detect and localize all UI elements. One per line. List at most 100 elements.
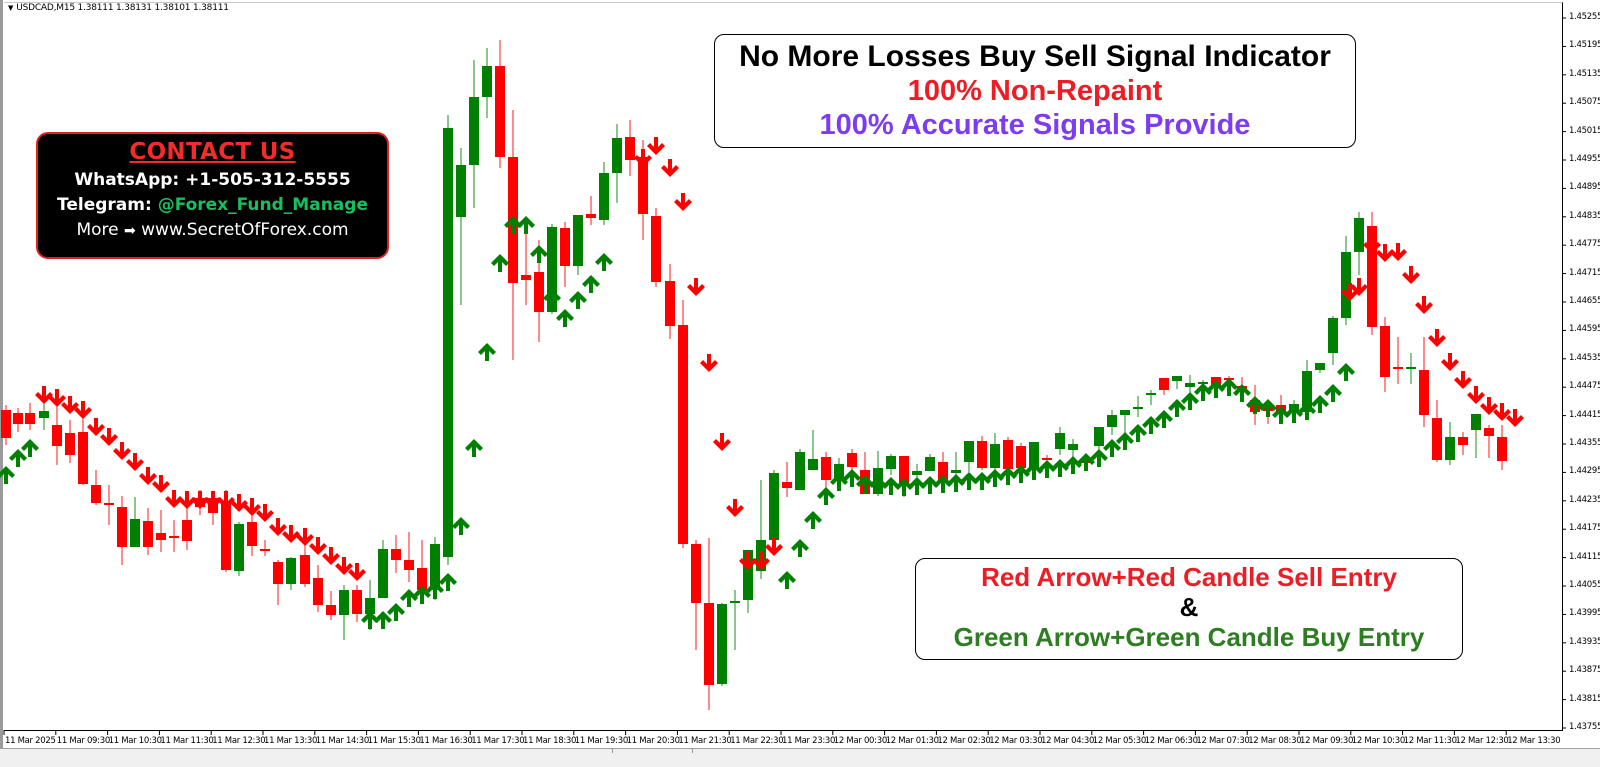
non-repaint-label: 100% Non-Repaint [907,75,1163,107]
buy-arrow-icon [843,469,861,487]
bear-candle [1458,432,1468,455]
time-tick-label: 11 Mar 17:30 [471,736,525,746]
buy-arrow-icon [387,603,405,621]
bear-candle [782,462,792,497]
price-tick-label: 1.44475 [1569,381,1600,392]
sell-arrow-icon [152,475,170,493]
sell-arrow-icon [700,354,718,372]
collapse-triangle-icon[interactable]: ▼ [8,4,14,12]
sell-arrow-icon [178,491,196,509]
buy-arrow-icon [517,216,535,234]
time-tick-label: 11 Mar 2025 [5,736,56,746]
time-tick-label: 11 Mar 21:30 [678,736,732,746]
bull-candle [795,449,805,490]
bear-candle [821,452,831,491]
sell-arrow-icon [726,499,744,517]
time-tick-label: 12 Mar 09:30 [1300,736,1354,746]
buy-arrow-icon [1142,416,1160,434]
buy-arrow-icon [1012,465,1030,483]
time-tick-label: 12 Mar 06:30 [1144,736,1198,746]
buy-arrow-icon [869,476,887,494]
buy-arrow-icon [1207,380,1225,398]
buy-arrow-icon [1051,459,1069,477]
price-tick-label: 1.44115 [1569,551,1600,562]
time-tick-label: 11 Mar 13:30 [264,736,318,746]
bull-candle [39,403,49,430]
bear-candle [404,532,414,582]
bear-candle [1159,378,1169,395]
sell-arrow-icon [1415,296,1433,314]
sell-arrow-icon [322,547,340,565]
indicator-title: No More Losses Buy Sell Signal Indicator [739,40,1331,73]
bull-candle [1406,353,1416,384]
bear-candle [52,406,62,465]
buy-arrow-icon [1168,399,1186,417]
price-tick-label: 1.44835 [1569,210,1600,221]
buy-arrow-icon [791,539,809,557]
time-tick-label: 11 Mar 09:30 [56,736,110,746]
bear-candle [1,405,11,445]
bear-candle [300,539,310,587]
bear-candle [521,220,531,305]
time-tick-label: 12 Mar 03:30 [989,736,1043,746]
sell-arrow-icon [661,159,679,177]
price-tick-label: 1.45255 [1569,12,1600,22]
buy-arrow-icon [804,511,822,529]
price-tick-label: 1.45015 [1569,125,1600,136]
bull-candle [769,470,779,545]
bull-candle [1107,410,1117,435]
tab-left[interactable] [0,749,613,753]
buy-arrow-icon [582,275,600,293]
website-link[interactable]: www.SecretOfForex.com [141,220,349,240]
whatsapp-line: WhatsApp: +1-505-312-5555 [74,170,351,190]
signal-legend-box: Red Arrow+Red Candle Sell Entry & Green … [915,558,1463,660]
buy-arrow-icon [1129,424,1147,442]
bear-candle [1393,337,1403,384]
price-tick-label: 1.44175 [1569,523,1600,534]
buy-arrow-icon [1025,462,1043,480]
buy-arrow-icon [1038,460,1056,478]
bull-candle [1354,212,1364,275]
bear-candle [1003,437,1013,472]
bear-candle [1042,455,1052,460]
bear-candle [560,222,570,287]
bear-candle [326,591,336,620]
buy-arrow-icon [986,469,1004,487]
price-tick-label: 1.45075 [1569,97,1600,108]
bull-candle [1146,390,1156,405]
bear-candle [313,565,323,612]
bull-candle [717,603,727,686]
buy-arrow-icon [1090,449,1108,467]
buy-arrow-icon [1246,396,1264,414]
buy-arrow-icon [921,476,939,494]
time-tick-label: 11 Mar 20:30 [626,736,680,746]
tab-right[interactable] [692,749,1600,753]
sell-arrow-icon [126,453,144,471]
accuracy-label: 100% Accurate Signals Provide [819,109,1251,141]
buy-arrow-icon [973,472,991,490]
time-tick-label: 12 Mar 08:30 [1248,736,1302,746]
price-tick-label: 1.44775 [1569,239,1600,250]
buy-arrow-icon [1155,410,1173,428]
time-tick-label: 12 Mar 13:30 [1507,736,1561,746]
bear-candle [508,110,518,360]
sell-arrow-icon [243,498,261,516]
bear-candle [847,449,857,472]
plot-area[interactable] [4,2,1563,731]
bull-candle [456,148,466,305]
sell-arrow-icon [1493,403,1511,421]
bear-candle [691,540,701,650]
bear-candle [78,418,88,485]
bull-candle [1328,316,1338,365]
bull-candle [1471,414,1481,458]
time-tick-label: 12 Mar 04:30 [1041,736,1095,746]
sell-arrow-icon [1363,236,1381,254]
time-tick-label: 11 Mar 18:30 [523,736,577,746]
time-tick-label: 12 Mar 05:30 [1092,736,1146,746]
time-tick-label: 11 Mar 23:30 [782,736,836,746]
buy-arrow-icon [595,253,613,271]
bull-candle [964,441,974,472]
sell-arrow-icon [309,537,327,555]
telegram-handle: @Forex_Fund_Manage [157,195,368,215]
